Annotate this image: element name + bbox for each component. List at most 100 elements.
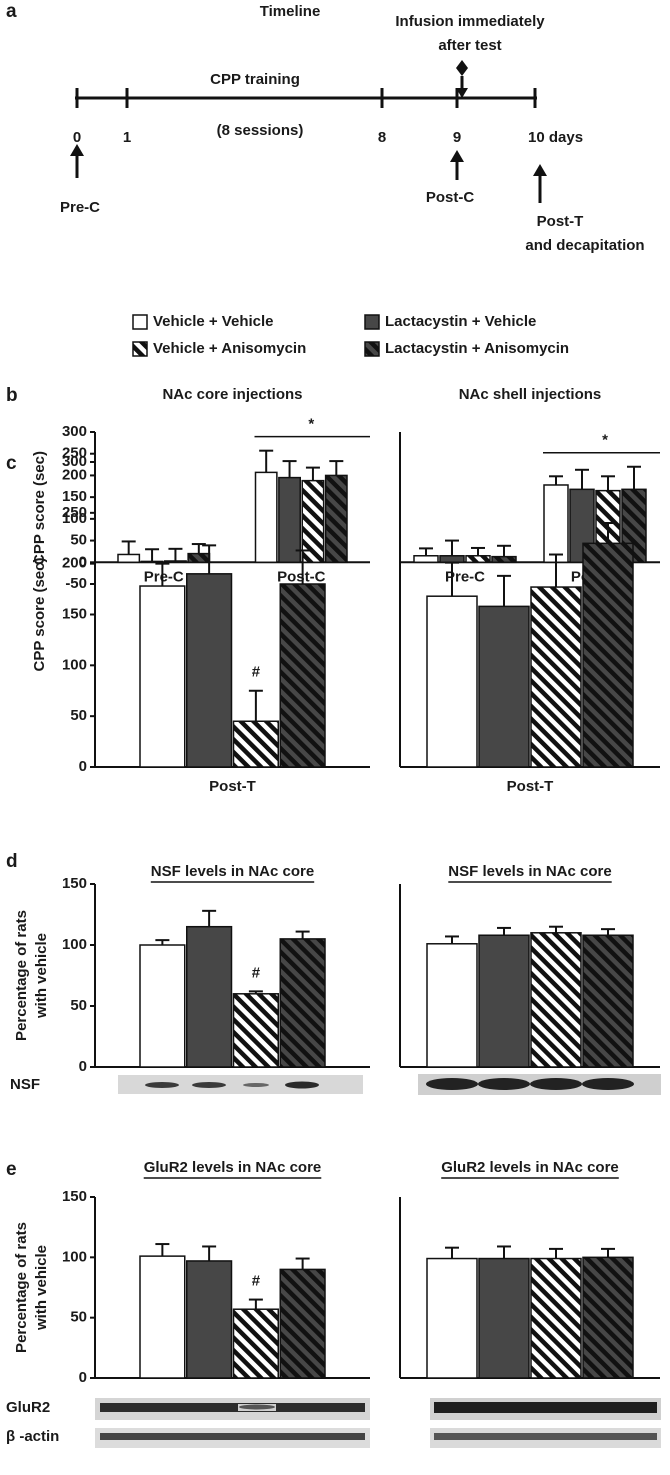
bar	[426, 1257, 478, 1379]
blot-band	[243, 1083, 269, 1087]
infusion-marker	[456, 60, 468, 76]
timeline-text: Post-T	[537, 213, 584, 230]
bar	[465, 555, 491, 564]
blot-label: β -actin	[6, 1428, 59, 1445]
blot-strip	[118, 1075, 363, 1094]
y-axis-label: Percentage of rats	[13, 910, 30, 1041]
bar	[279, 938, 326, 1068]
x-tick-label: Pre-C	[445, 568, 485, 585]
bar	[426, 595, 478, 768]
bar	[621, 488, 647, 564]
timeline-tick-label: 1	[123, 129, 131, 146]
y-tick-label: 150	[62, 875, 87, 892]
x-tick-label: Post-C	[277, 568, 326, 585]
y-axis-label: CPP score (sec)	[31, 451, 48, 565]
bar	[279, 583, 326, 768]
chart-title: GluR2 levels in NAc core	[441, 1159, 619, 1176]
bar	[254, 471, 278, 564]
bar	[232, 993, 279, 1068]
bar	[582, 934, 634, 1068]
timeline-title: Timeline	[260, 3, 321, 20]
bar	[164, 560, 187, 564]
blot-band	[478, 1078, 530, 1090]
y-tick-label: 300	[62, 423, 87, 440]
timeline-tick-label: 10 days	[528, 129, 583, 146]
blot-band	[192, 1082, 226, 1088]
y-axis-label: CPP score (sec)	[31, 558, 48, 672]
y-tick-label: 50	[70, 532, 87, 549]
y-axis-label: with vehicle	[33, 933, 50, 1019]
legend-label: Vehicle + Vehicle	[153, 313, 274, 330]
y-tick-label: 50	[70, 997, 87, 1014]
y-axis-label: Percentage of rats	[13, 1222, 30, 1353]
annotation: *	[602, 432, 608, 449]
bar	[426, 943, 478, 1068]
chart-title: NAc shell injections	[459, 386, 602, 403]
blot-label: GluR2	[6, 1399, 50, 1416]
bar	[187, 552, 211, 564]
legend-swatch	[132, 314, 148, 330]
y-tick-label: 100	[62, 656, 87, 673]
bar	[491, 555, 517, 564]
y-tick-label: 150	[62, 605, 87, 622]
bar	[279, 1268, 326, 1379]
blot-band	[582, 1078, 634, 1090]
y-tick-label: 300	[62, 453, 87, 470]
y-tick-label: 0	[79, 1369, 87, 1386]
arrow-head	[70, 144, 84, 156]
y-tick-label: 250	[62, 504, 87, 521]
bar	[530, 586, 582, 768]
blot-band	[530, 1078, 582, 1090]
arrow-head	[450, 150, 464, 162]
timeline-tick-label: 9	[453, 129, 461, 146]
bar	[139, 944, 186, 1068]
x-tick-label: Post-T	[209, 778, 256, 795]
bar	[117, 553, 141, 564]
blot-band	[239, 1404, 275, 1410]
y-tick-label: 0	[79, 553, 87, 570]
y-tick-label: 100	[62, 1248, 87, 1265]
legend-swatch	[364, 314, 380, 330]
y-tick-label: 0	[79, 1058, 87, 1075]
bar	[530, 932, 582, 1068]
blot-band	[434, 1433, 657, 1440]
timeline-tick-label: 8	[378, 129, 386, 146]
panel-label: e	[6, 1159, 17, 1180]
legend-label: Vehicle + Anisomycin	[153, 340, 306, 357]
bar	[478, 934, 530, 1068]
chart-title: GluR2 levels in NAc core	[144, 1159, 322, 1176]
chart-title: NSF levels in NAc core	[151, 863, 314, 880]
bar	[232, 720, 279, 768]
bar	[232, 1308, 279, 1379]
annotation: *	[308, 416, 314, 433]
bar	[278, 476, 301, 564]
blot-band	[100, 1403, 365, 1412]
chart-title: NSF levels in NAc core	[448, 863, 611, 880]
timeline-text: (8 sessions)	[217, 122, 304, 139]
legend-swatch	[132, 341, 148, 357]
chart-title: NAc core injections	[162, 386, 302, 403]
bar	[324, 474, 348, 564]
annotation: #	[252, 964, 261, 981]
blot-label: NSF	[10, 1076, 40, 1093]
blots: NSF GluR2 β -actin	[6, 1074, 661, 1448]
bar	[413, 555, 439, 564]
panel-label: d	[6, 851, 18, 872]
x-tick-label: Post-T	[507, 778, 554, 795]
x-tick-label: Pre-C	[144, 568, 184, 585]
y-tick-label: 50	[70, 1309, 87, 1326]
legend-label: Lactacystin + Vehicle	[385, 313, 536, 330]
timeline-text: Post-C	[426, 189, 475, 206]
timeline-text: Infusion immediately	[395, 13, 545, 30]
timeline-tick-label: 0	[73, 129, 81, 146]
y-tick-label: -50	[65, 575, 87, 592]
bar	[186, 1260, 233, 1379]
bar	[139, 585, 186, 768]
blot-band	[100, 1433, 365, 1440]
y-tick-label: 250	[62, 445, 87, 462]
y-tick-label: 150	[62, 1188, 87, 1205]
bar	[139, 1255, 186, 1379]
bar	[439, 555, 465, 564]
legend-label: Lactacystin + Anisomycin	[385, 340, 569, 357]
